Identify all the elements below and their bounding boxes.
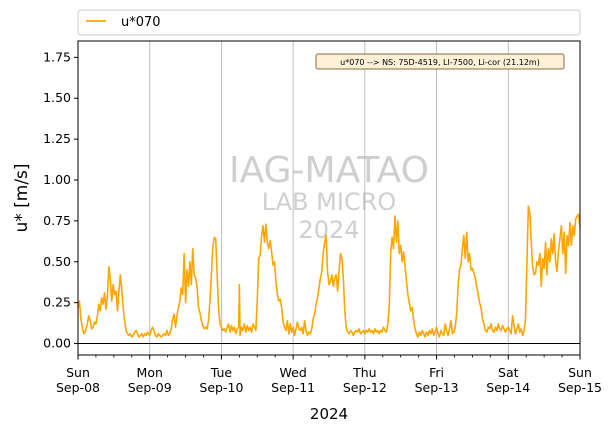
x-tick-day-7: Sun <box>568 365 592 380</box>
legend-frame <box>77 9 581 36</box>
annotation: u*070 --> NS: 75D-4519, LI-7500, Li-cor … <box>315 53 565 70</box>
x-tick-date-2: Sep-10 <box>199 380 243 395</box>
y-tick-label-7: 1.75 <box>43 49 71 64</box>
watermark: IAG-MATAO LAB MICRO 2024 <box>229 150 429 244</box>
annotation-text: u*070 --> NS: 75D-4519, LI-7500, Li-cor … <box>340 58 540 67</box>
x-tick-date-4: Sep-12 <box>343 380 387 395</box>
annotation-box <box>315 53 565 70</box>
y-axis-ticks: 0.00 0.25 0.50 0.75 1.00 1.25 1.50 1.75 <box>43 49 78 351</box>
y-tick-label-6: 1.50 <box>43 90 71 105</box>
x-tick-day-0: Sun <box>66 365 90 380</box>
y-tick-label-0: 0.00 <box>43 336 71 351</box>
x-axis-label: 2024 <box>310 405 348 423</box>
y-tick-label-4: 1.00 <box>43 172 71 187</box>
x-tick-date-6: Sep-14 <box>486 380 530 395</box>
y-tick-label-2: 0.50 <box>43 254 71 269</box>
x-tick-day-5: Fri <box>429 365 444 380</box>
x-tick-date-1: Sep-09 <box>128 380 172 395</box>
y-tick-label-5: 1.25 <box>43 131 71 146</box>
x-tick-date-5: Sep-13 <box>415 380 459 395</box>
x-tick-day-4: Thu <box>352 365 376 380</box>
watermark-line-3: 2024 <box>298 216 359 244</box>
watermark-line-2: LAB MICRO <box>262 188 397 216</box>
y-tick-label-3: 0.75 <box>43 213 71 228</box>
x-tick-date-3: Sep-11 <box>271 380 315 395</box>
legend-label: u*070 <box>121 15 161 30</box>
x-axis-ticks: SunSep-08MonSep-09TueSep-10WedSep-11ThuS… <box>56 355 602 395</box>
x-tick-day-1: Mon <box>137 365 163 380</box>
x-tick-date-7: Sep-15 <box>558 380 602 395</box>
x-tick-day-6: Sat <box>498 365 519 380</box>
series-line-0 <box>77 205 581 338</box>
legend: u*070 <box>77 9 581 36</box>
x-tick-day-2: Tue <box>210 365 233 380</box>
grid <box>149 41 509 355</box>
y-axis-label: u* [m/s] <box>12 163 32 232</box>
x-tick-date-0: Sep-08 <box>56 380 100 395</box>
x-tick-day-3: Wed <box>280 365 307 380</box>
series-group <box>77 205 581 338</box>
y-tick-label-1: 0.25 <box>43 295 71 310</box>
watermark-line-1: IAG-MATAO <box>229 150 429 191</box>
